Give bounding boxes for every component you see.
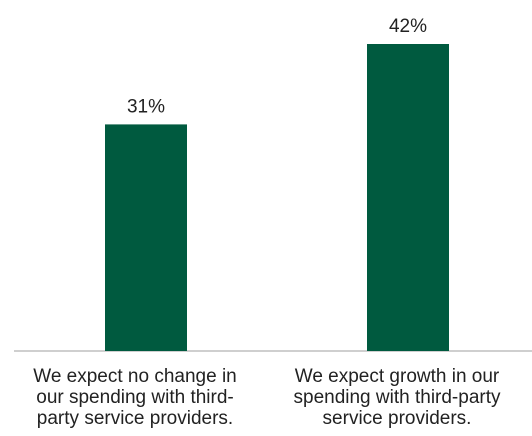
category-label-line: our spending with third- — [36, 387, 234, 408]
category-label-line: We expect growth in our — [294, 366, 500, 387]
category-label-line: service providers. — [322, 408, 472, 429]
category-label-line: We expect no change in — [33, 366, 237, 387]
category-label-no-change: We expect no change in our spending with… — [11, 366, 259, 429]
bar-2 — [367, 44, 449, 351]
data-label-2: 42% — [389, 16, 427, 37]
category-label-line: spending with third-party — [293, 387, 501, 408]
category-label-line: party service providers. — [36, 408, 234, 429]
data-label-1: 31% — [127, 96, 165, 117]
category-label-growth: We expect growth in our spending with th… — [273, 366, 521, 429]
bar-1 — [105, 124, 187, 352]
